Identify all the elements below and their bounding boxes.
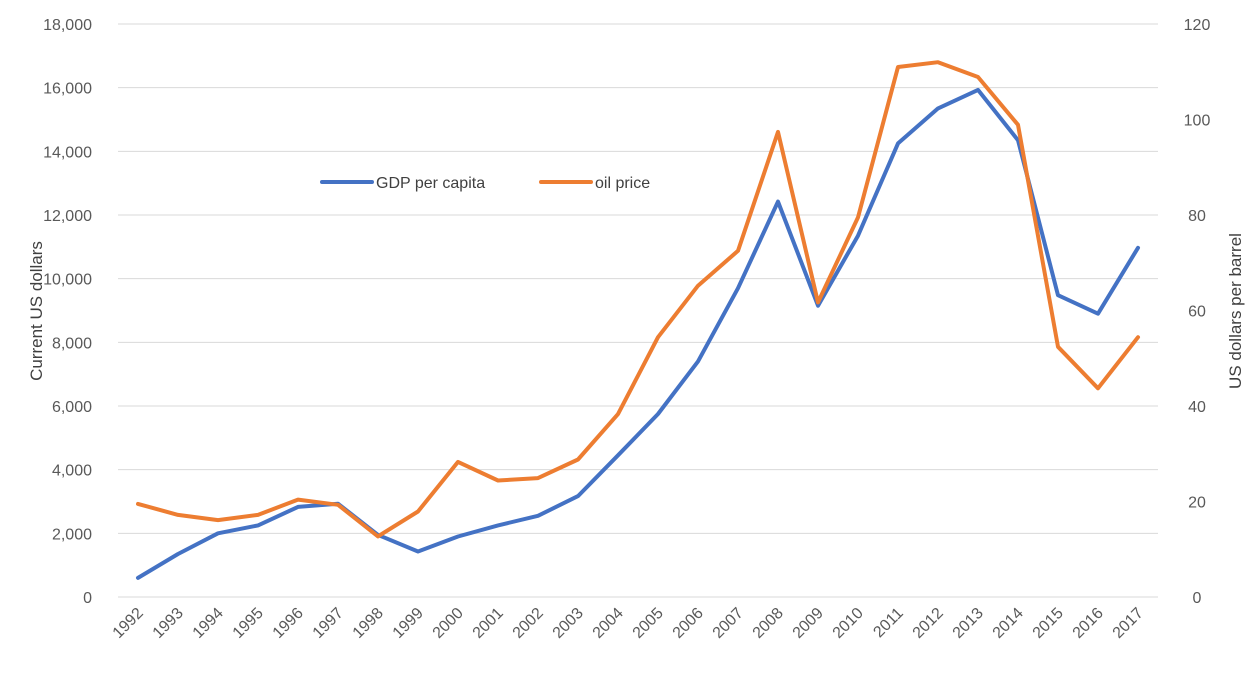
- left-tick-label: 2,000: [52, 526, 92, 543]
- left-tick-label: 6,000: [52, 399, 92, 416]
- right-axis-ticks: 0 20 40 60 80 100 120: [1184, 17, 1211, 607]
- left-tick-label: 14,000: [43, 144, 92, 161]
- left-tick-label: 0: [83, 590, 92, 607]
- right-tick-label: 40: [1188, 399, 1206, 416]
- x-tick-label: 2005: [630, 605, 667, 642]
- x-tick-label: 2007: [710, 605, 747, 642]
- right-tick-label: 60: [1188, 304, 1206, 321]
- left-tick-label: 8,000: [52, 335, 92, 352]
- left-tick-label: 12,000: [43, 208, 92, 225]
- series-lines: [136, 60, 1140, 580]
- x-tick-label: 2015: [1030, 605, 1067, 642]
- x-tick-label: 1999: [390, 605, 427, 642]
- gridlines: [118, 23, 1158, 598]
- left-tick-label: 4,000: [52, 463, 92, 480]
- right-tick-label: 80: [1188, 208, 1206, 225]
- x-tick-label: 2004: [590, 605, 627, 642]
- left-tick-label: 16,000: [43, 81, 92, 98]
- x-tick-label: 1998: [350, 605, 387, 642]
- x-tick-label: 2000: [430, 605, 467, 642]
- x-tick-label: 2009: [790, 605, 827, 642]
- x-tick-label: 1994: [190, 605, 227, 642]
- x-tick-label: 2012: [910, 605, 947, 642]
- legend-label-gdp: GDP per capita: [376, 175, 485, 192]
- x-tick-label: 1997: [310, 605, 347, 642]
- x-tick-label: 2006: [670, 605, 707, 642]
- x-tick-label: 1996: [270, 605, 307, 642]
- x-tick-label: 2008: [750, 605, 787, 642]
- right-tick-label: 120: [1184, 17, 1211, 34]
- x-tick-label: 2001: [470, 605, 507, 642]
- left-tick-label: 10,000: [43, 272, 92, 289]
- right-tick-label: 0: [1193, 590, 1202, 607]
- right-tick-label: 20: [1188, 495, 1206, 512]
- x-tick-label: 2010: [830, 605, 867, 642]
- right-tick-label: 100: [1184, 113, 1211, 130]
- x-tick-label: 2014: [990, 605, 1027, 642]
- legend: GDP per capita oil price: [320, 175, 650, 192]
- x-tick-label: 2003: [550, 605, 587, 642]
- x-tick-label: 1993: [150, 605, 187, 642]
- x-tick-label: 1995: [230, 605, 267, 642]
- left-axis-ticks: 0 2,000 4,000 6,000 8,000 10,000 12,000 14,000 1…: [43, 17, 92, 607]
- x-tick-label: 2017: [1110, 605, 1147, 642]
- series-line-gdp-per-capita: [136, 87, 1140, 580]
- left-tick-label: 18,000: [43, 17, 92, 34]
- left-axis-title: Current US dollars: [27, 241, 46, 381]
- x-tick-label: 1992: [110, 605, 147, 642]
- x-tick-label: 2016: [1070, 605, 1107, 642]
- x-tick-label: 2002: [510, 605, 547, 642]
- right-axis-title: US dollars per barrel: [1226, 233, 1245, 389]
- legend-label-oil: oil price: [595, 175, 650, 192]
- x-tick-label: 2011: [870, 605, 906, 641]
- x-axis-ticks: 1992 1993 1994 1995 1996 1997 1998 1999 2000 2001…: [110, 605, 1147, 642]
- series-line-oil-price: [136, 60, 1140, 539]
- x-tick-label: 2013: [950, 605, 987, 642]
